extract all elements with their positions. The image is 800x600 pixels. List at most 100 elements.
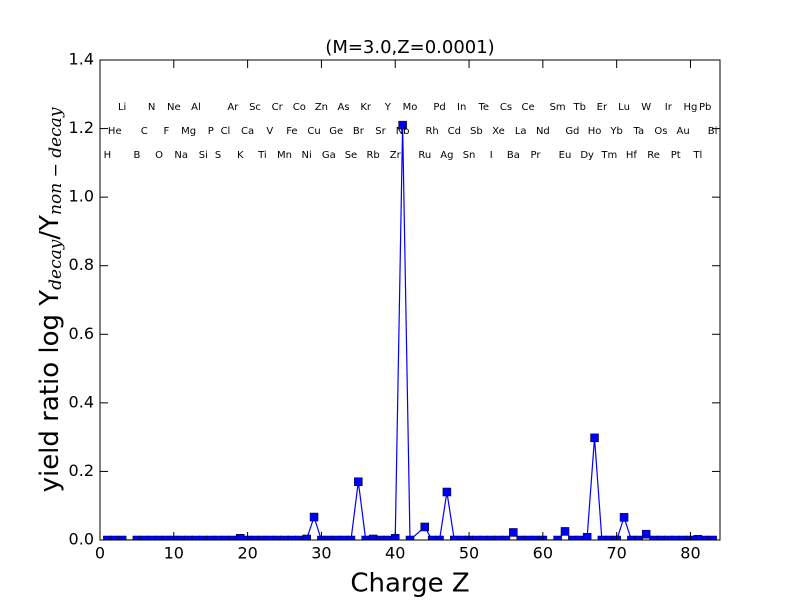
element-label: Te — [478, 102, 490, 113]
x-tick-label: 50 — [459, 544, 479, 563]
x-axis-label: Charge Z — [350, 569, 469, 599]
marker — [221, 535, 230, 540]
marker — [700, 535, 710, 540]
element-label: Os — [654, 126, 667, 137]
marker — [457, 535, 466, 540]
marker — [199, 535, 208, 540]
element-label: Nd — [536, 126, 550, 137]
element-label: Eu — [559, 150, 572, 161]
marker — [678, 535, 688, 540]
marker — [420, 522, 430, 532]
marker — [656, 535, 666, 540]
element-label: Cs — [500, 102, 512, 113]
marker — [250, 535, 260, 540]
element-label: Sb — [470, 126, 483, 137]
element-label: Pr — [530, 150, 541, 161]
element-label: Br — [353, 126, 365, 137]
y-tick-label: 1.4 — [69, 50, 94, 69]
element-label: V — [266, 126, 273, 137]
element-label: Rh — [425, 126, 438, 137]
element-label: Cl — [221, 126, 231, 137]
element-label: Zr — [390, 150, 402, 161]
marker — [258, 535, 267, 540]
element-label: W — [641, 102, 651, 113]
element-label: Rb — [366, 150, 379, 161]
element-label: K — [237, 150, 244, 161]
y-tick-label: 0.6 — [69, 324, 94, 343]
element-label: Ti — [257, 150, 267, 161]
marker — [117, 535, 127, 540]
element-label: Lu — [618, 102, 630, 113]
element-label: Sr — [375, 126, 386, 137]
marker — [324, 535, 334, 540]
marker — [597, 535, 607, 540]
marker — [634, 535, 644, 540]
marker — [280, 535, 289, 540]
element-label: Ba — [507, 150, 520, 161]
marker — [641, 529, 651, 539]
element-label: In — [457, 102, 466, 113]
element-label: Dy — [580, 150, 594, 161]
marker — [162, 535, 171, 540]
element-label: Kr — [360, 102, 372, 113]
element-label: Ce — [522, 102, 535, 113]
marker — [523, 535, 533, 540]
marker — [354, 477, 363, 486]
marker — [671, 535, 680, 540]
marker — [494, 535, 503, 540]
y-axis-label: yield ratio log Ydecay/Ynon − decay — [35, 107, 66, 492]
marker — [442, 487, 452, 497]
marker — [405, 535, 415, 540]
element-label: Ar — [227, 102, 239, 113]
marker — [664, 535, 673, 540]
element-label: Mg — [181, 126, 196, 137]
element-label: C — [141, 126, 148, 137]
element-label: Ca — [241, 126, 254, 137]
series-line — [107, 125, 713, 540]
marker — [339, 535, 348, 540]
marker — [435, 535, 444, 540]
element-label: Sm — [550, 102, 566, 113]
element-label: O — [155, 150, 163, 161]
element-label: La — [515, 126, 527, 137]
element-label: Tb — [573, 102, 586, 113]
element-label: Hg — [684, 102, 698, 113]
y-axis-label-part: /Y — [35, 215, 65, 240]
marker — [582, 533, 592, 540]
marker — [398, 120, 407, 130]
element-label: Zn — [315, 102, 328, 113]
y-tick-label: 0.4 — [69, 392, 94, 411]
marker — [501, 535, 511, 540]
marker — [213, 535, 223, 540]
marker — [619, 513, 629, 522]
marker — [553, 535, 562, 540]
y-axis-label-part: non − decay — [46, 107, 66, 215]
marker — [265, 535, 275, 540]
marker — [472, 535, 481, 540]
marker — [272, 535, 282, 540]
marker — [147, 535, 156, 540]
marker — [427, 535, 437, 540]
y-tick-label: 0.0 — [69, 530, 94, 549]
y-tick-label: 0.8 — [69, 255, 94, 274]
element-label: Cd — [448, 126, 461, 137]
y-tick-label: 0.2 — [69, 461, 94, 480]
x-tick-label: 20 — [237, 544, 257, 563]
marker — [309, 512, 319, 522]
marker — [132, 535, 142, 540]
x-tick-label: 80 — [680, 544, 700, 563]
marker — [605, 535, 614, 540]
element-label: Pt — [671, 150, 681, 161]
element-label: Mo — [403, 102, 418, 113]
marker — [575, 535, 585, 540]
element-label: Si — [199, 150, 208, 161]
marker — [708, 535, 717, 540]
marker — [206, 535, 215, 540]
marker — [295, 535, 304, 540]
marker — [450, 535, 459, 540]
x-tick-label: 70 — [606, 544, 626, 563]
x-tick-label: 10 — [164, 544, 184, 563]
element-label: Cu — [307, 126, 320, 137]
element-label: Sn — [463, 150, 476, 161]
